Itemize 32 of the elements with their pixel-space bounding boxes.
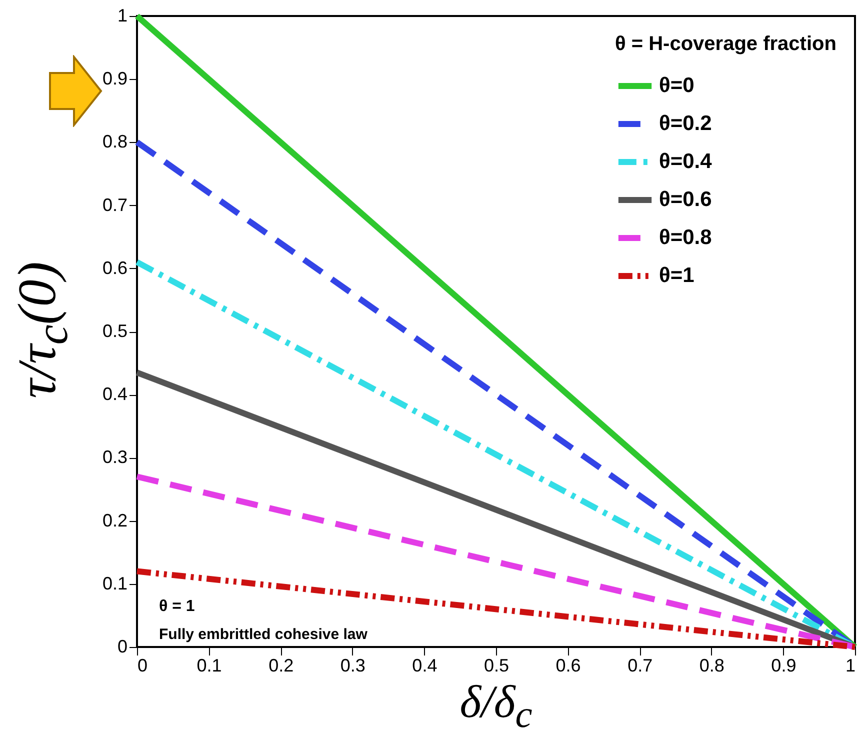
x-tick-label: 0.3 [340,656,366,676]
x-tick-label: 0.6 [556,656,581,676]
x-tick-label: 0 [138,656,148,676]
y-tick-label: 0.9 [102,68,128,89]
x-tick-label: 0.7 [628,656,653,676]
legend-label: θ=0.2 [659,112,712,135]
y-tick-label: 0.1 [102,573,128,594]
x-tick-label: 0.2 [268,656,294,676]
legend-label: θ=1 [659,264,695,287]
legend-label: θ=0 [659,74,694,97]
annotation: θ = 1 [159,598,195,615]
x-tick-label: 1 [845,656,856,676]
y-tick-label: 0.3 [102,447,128,468]
x-tick-label: 0.1 [196,656,222,676]
x-tick-label: 0.8 [699,656,724,676]
y-tick-label: 0 [117,636,128,656]
x-tick-label: 0.5 [484,656,510,676]
x-tick-label: 0.4 [412,656,438,676]
y-tick-label: 0.2 [102,510,128,530]
y-tick-label: 0.8 [102,132,128,152]
annotation: Fully embrittled cohesive law [159,626,368,643]
y-tick-label: 0.4 [102,384,128,404]
y-tick-label: 0.7 [102,194,128,215]
legend-label: θ=0.8 [659,226,712,249]
legend-label: θ=0.6 [659,188,712,211]
y-tick-label: 1 [117,6,128,26]
legend-label: θ=0.4 [659,150,712,173]
legend-title: θ = H-coverage fraction [615,33,836,55]
x-tick-label: 0.9 [771,656,796,676]
x-axis-title: δ/δ$_{c}$ [460,674,532,738]
y-tick-label: 0.6 [102,258,128,278]
y-tick-label: 0.5 [102,321,128,341]
